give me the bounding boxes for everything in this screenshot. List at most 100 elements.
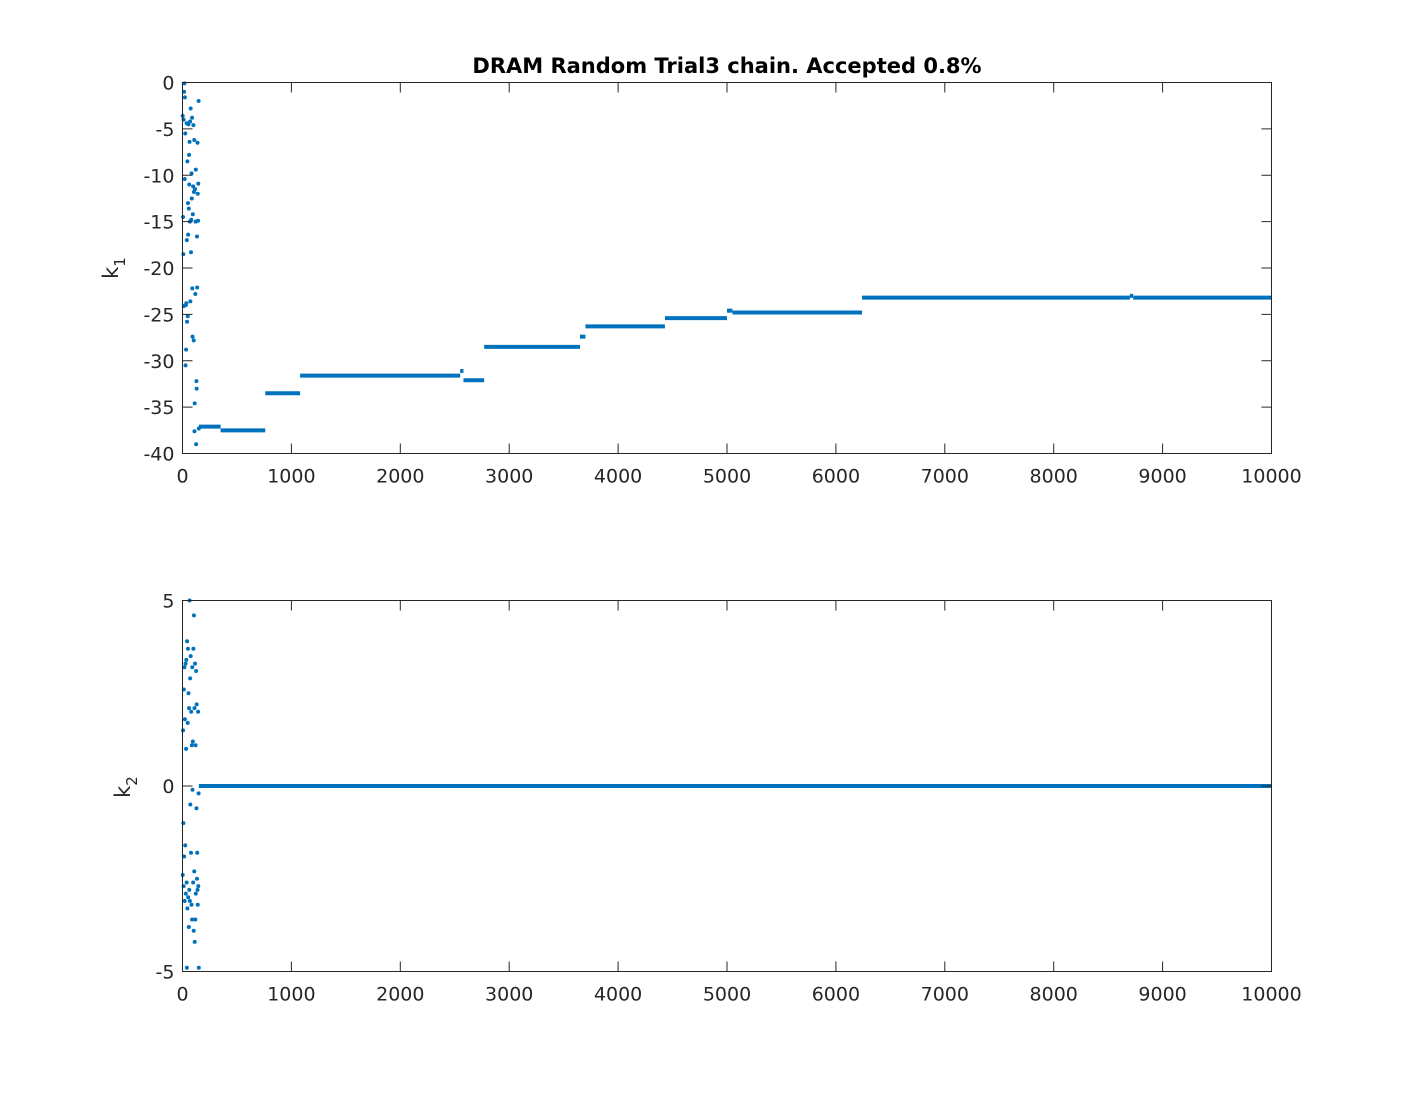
x-tick-label: 2000	[376, 466, 424, 488]
data-point	[194, 876, 199, 881]
y-tick-label: -35	[143, 397, 174, 419]
data-point	[185, 159, 190, 164]
data-point	[192, 706, 197, 711]
data-point	[185, 639, 190, 644]
data-point	[192, 869, 197, 874]
data-point	[192, 429, 197, 434]
data-point	[193, 187, 198, 192]
x-tick-label: 6000	[812, 984, 860, 1006]
data-point	[192, 939, 197, 944]
data-point	[185, 906, 190, 911]
data-point	[191, 880, 196, 885]
y-tick-label: -5	[156, 962, 175, 984]
data-point	[188, 299, 193, 304]
data-point	[194, 668, 199, 673]
data-point	[189, 902, 194, 907]
data-point	[182, 854, 187, 859]
data-point	[196, 884, 201, 889]
data-point	[184, 657, 189, 662]
data-point	[185, 646, 190, 651]
data-point	[196, 99, 201, 104]
data-point	[186, 895, 191, 900]
data-point	[184, 301, 189, 306]
data-point	[193, 167, 198, 172]
x-tick-label: 5000	[703, 466, 751, 488]
data-point	[187, 887, 192, 892]
data-point	[190, 787, 195, 792]
data-point	[191, 928, 196, 933]
data-point	[182, 899, 187, 904]
data-point	[195, 902, 200, 907]
data-point	[188, 106, 193, 111]
data-point	[185, 720, 190, 725]
data-point	[191, 123, 196, 128]
data-point	[182, 89, 187, 94]
data-point	[187, 152, 192, 157]
data-point	[181, 821, 186, 826]
data-point	[189, 171, 194, 176]
data-point	[189, 217, 194, 222]
data-point	[191, 613, 196, 618]
data-point	[196, 709, 201, 714]
y-tick-label: -40	[143, 444, 174, 466]
data-point	[188, 250, 193, 255]
data-point	[192, 138, 197, 143]
data-point	[181, 214, 186, 219]
data-point	[194, 386, 199, 391]
data-point	[193, 917, 198, 922]
data-point	[182, 176, 187, 181]
x-tick-label: 4000	[594, 466, 642, 488]
data-point	[185, 314, 190, 319]
y-tick-label: -20	[143, 258, 174, 280]
chart-title: DRAM Random Trial3 chain. Accepted 0.8%	[472, 54, 981, 78]
y-tick-label: 5	[162, 591, 174, 613]
data-point	[195, 850, 200, 855]
x-tick-label: 3000	[485, 466, 533, 488]
k1-axis-ticks: 0 1000 2000 3000 4000 5000 6000 7000 8000 9000 100…	[143, 73, 1301, 488]
data-point	[190, 665, 195, 670]
x-tick-label: 1000	[267, 466, 315, 488]
x-tick-label: 0	[176, 984, 188, 1006]
data-point	[187, 706, 192, 711]
x-tick-label: 8000	[1030, 984, 1078, 1006]
y-axis-label-k1-subscript: 1	[111, 257, 129, 267]
data-point	[196, 426, 201, 431]
data-point	[186, 924, 191, 929]
x-tick-label: 7000	[921, 466, 969, 488]
data-point	[185, 319, 190, 324]
data-point	[186, 206, 191, 211]
data-point	[191, 338, 196, 343]
x-tick-label: 1000	[267, 984, 315, 1006]
data-point	[188, 802, 193, 807]
data-point	[183, 843, 188, 848]
data-point	[193, 661, 198, 666]
data-point	[186, 691, 191, 696]
data-point	[196, 218, 201, 223]
data-point	[182, 717, 187, 722]
axes-k1: DRAM Random Trial3 chain. Accepted 0.8% …	[99, 54, 1302, 488]
data-point	[192, 401, 197, 406]
data-point	[181, 252, 186, 257]
data-point	[188, 850, 193, 855]
x-tick-label: 0	[176, 466, 188, 488]
y-tick-label: -30	[143, 351, 174, 373]
y-axis-label-k1: k1	[99, 257, 129, 279]
data-point	[194, 234, 199, 239]
data-point	[183, 891, 188, 896]
data-point	[190, 917, 195, 922]
x-tick-label: 9000	[1138, 466, 1186, 488]
data-point	[194, 379, 199, 384]
data-point	[183, 661, 188, 666]
data-point	[187, 182, 192, 187]
data-point	[184, 746, 189, 751]
x-tick-label: 10000	[1241, 466, 1301, 488]
k2-data-marks	[180, 598, 1272, 970]
data-point	[195, 285, 200, 290]
data-point	[187, 139, 192, 144]
y-tick-label: -15	[143, 212, 174, 234]
data-point	[194, 442, 199, 447]
data-point	[186, 232, 191, 237]
data-point	[193, 891, 198, 896]
